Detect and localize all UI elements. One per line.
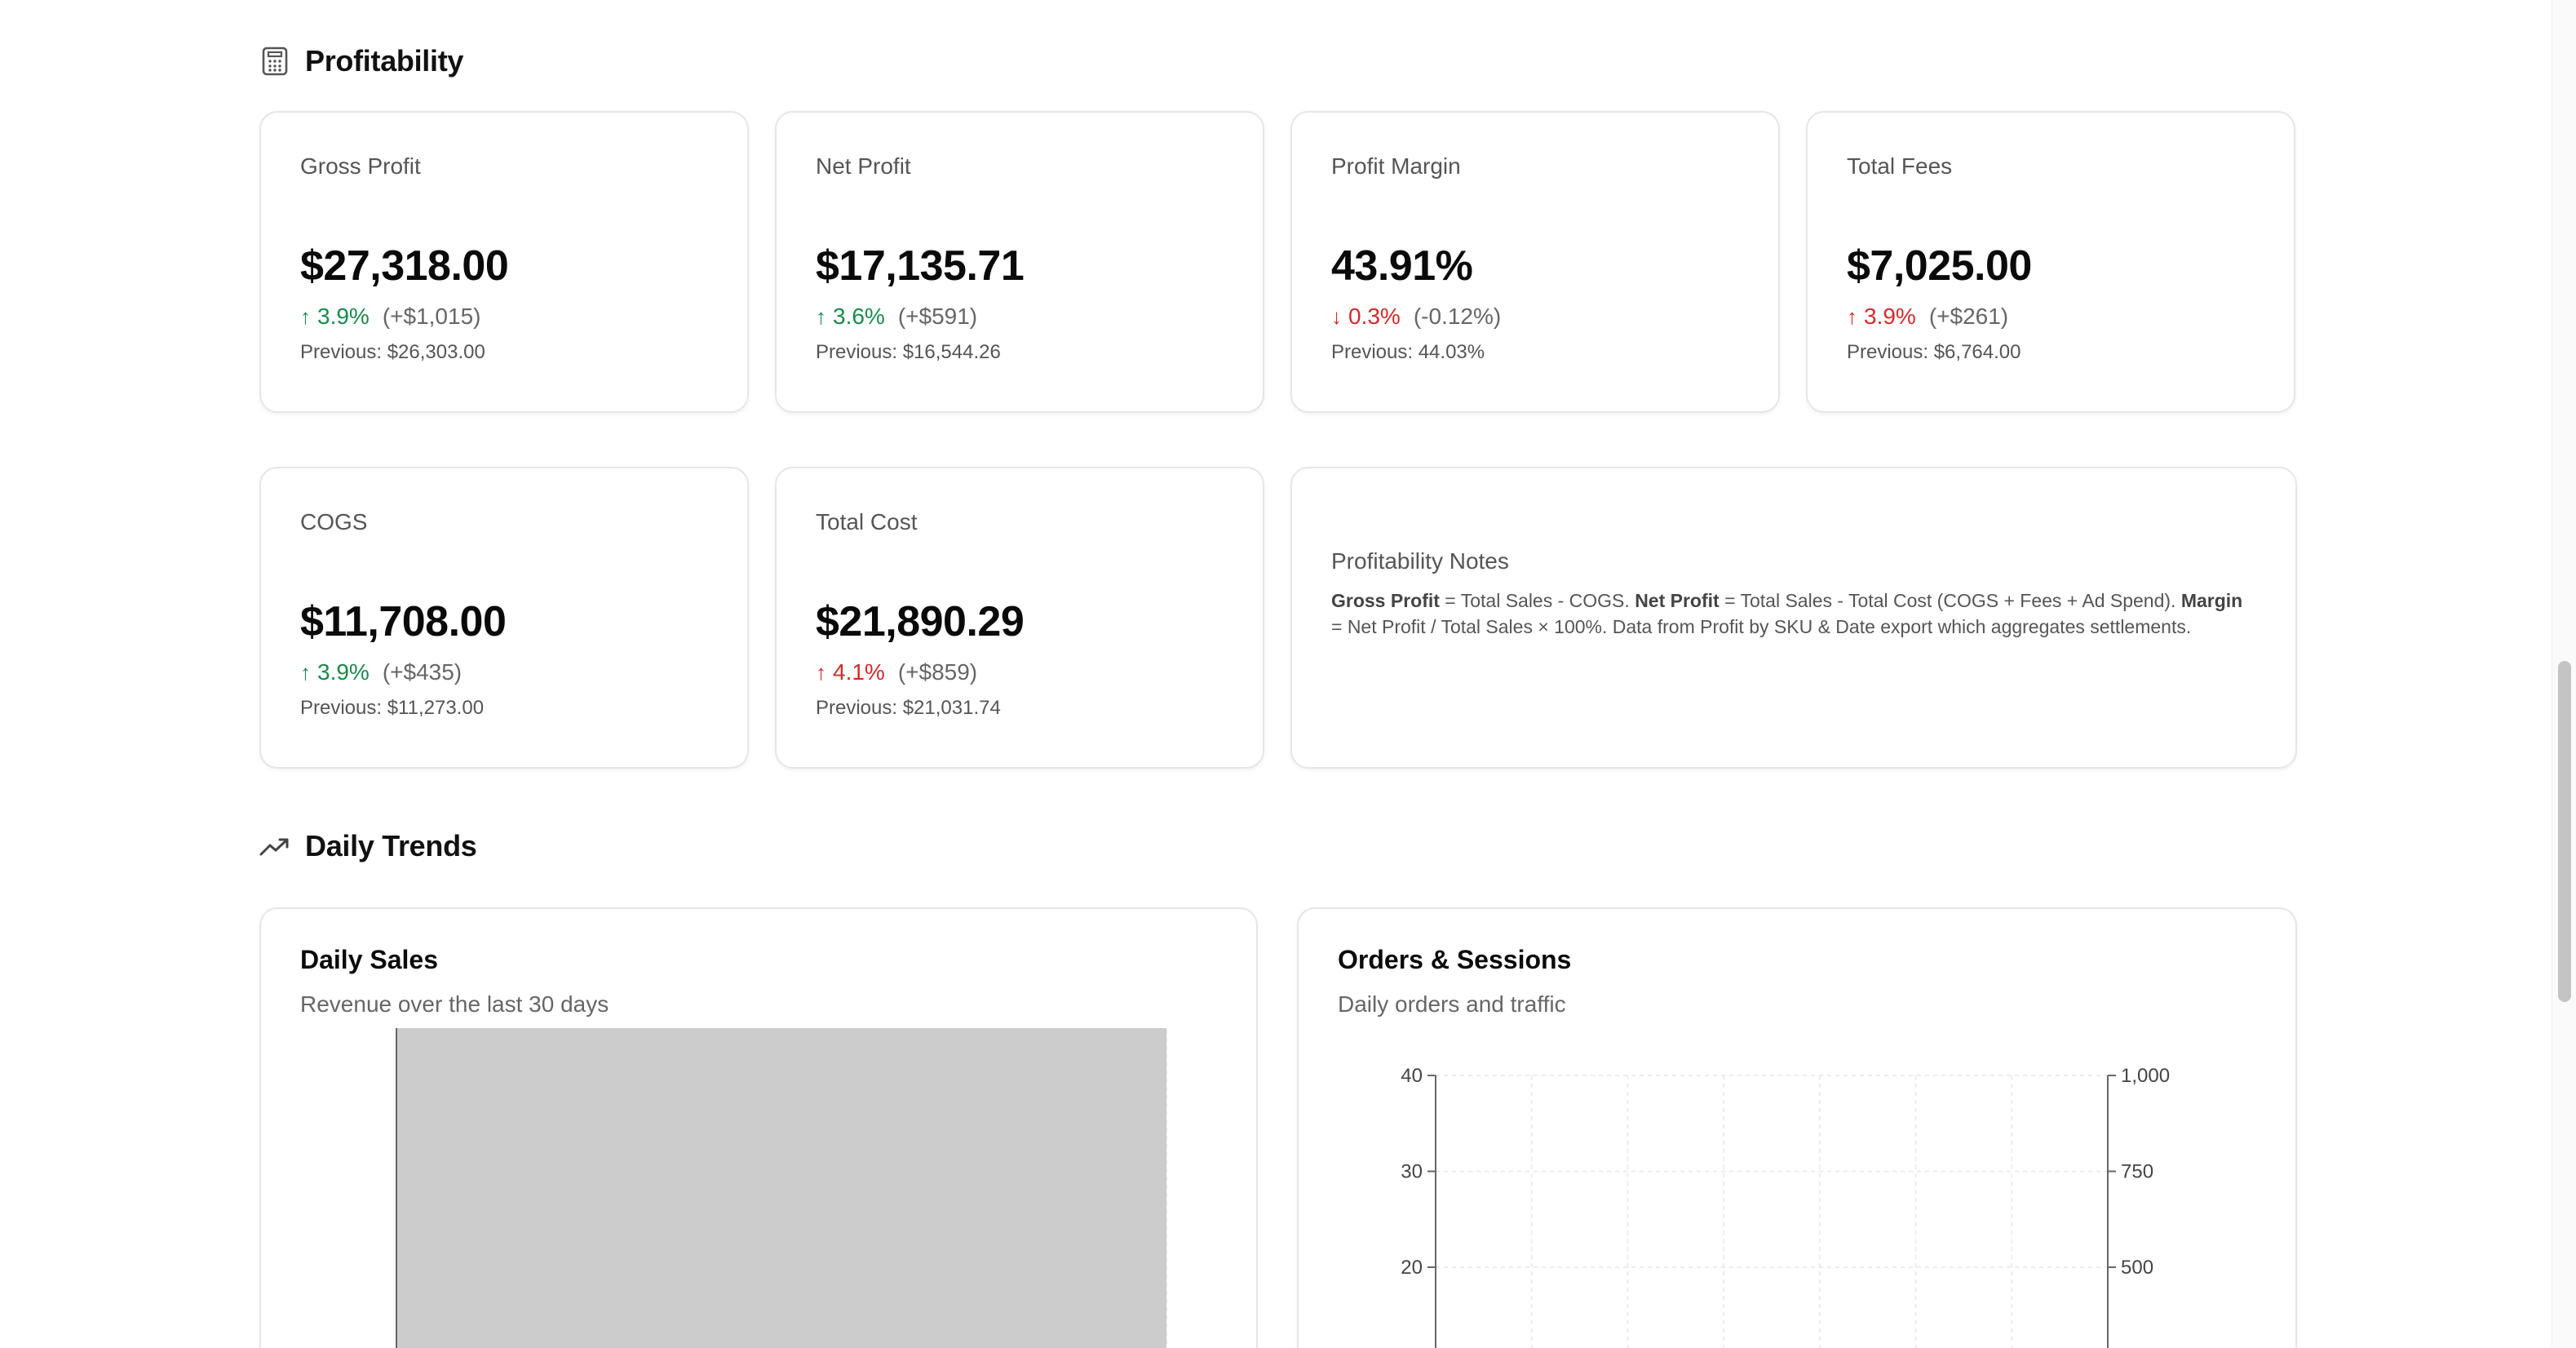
right-y-tick-label: 500 xyxy=(2121,1257,2153,1279)
metric-change: ↑ 4.1% (+$859) xyxy=(816,659,1224,685)
notes-title: Profitability Notes xyxy=(1331,548,1509,574)
left-y-tick-label: 40 xyxy=(1401,1065,1423,1087)
total-cost-card: Total Cost $21,890.29 ↑ 4.1% (+$859) Previous… xyxy=(775,467,1264,769)
notes-net-def: = Total Sales - Total Cost (COGS + Fees … xyxy=(1719,590,2181,611)
metric-value: $27,318.00 xyxy=(300,242,509,290)
arrow-up-icon: ↑ xyxy=(300,659,311,685)
profit-margin-card: Profit Margin 43.91% ↓ 0.3% (-0.12%) Previous… xyxy=(1290,111,1780,413)
profitability-title: Profitability xyxy=(305,44,464,78)
page-scrollbar-thumb[interactable] xyxy=(2558,661,2571,1002)
metric-label: Net Profit xyxy=(816,153,911,179)
metric-label: Gross Profit xyxy=(300,153,421,179)
daily-sales-title: Daily Sales xyxy=(300,945,438,974)
profitability-notes-card: Profitability Notes Gross Profit = Total… xyxy=(1290,467,2297,769)
orders-sessions-subtitle: Daily orders and traffic xyxy=(1338,991,1566,1017)
notes-gross-term: Gross Profit xyxy=(1331,590,1440,611)
metric-previous: Previous: $16,544.26 xyxy=(816,341,1001,363)
notes-net-term: Net Profit xyxy=(1635,590,1720,611)
metric-value: $21,890.29 xyxy=(816,598,1025,645)
metric-value: $11,708.00 xyxy=(300,598,507,645)
daily-trends-title: Daily Trends xyxy=(305,829,477,862)
metric-previous: Previous: $6,764.00 xyxy=(1847,341,2021,363)
net-profit-card: Net Profit $17,135.71 ↑ 3.6% (+$591) Previous… xyxy=(775,111,1264,413)
right-y-tick-label: 1,000 xyxy=(2121,1065,2170,1087)
profitability-header: Profitability xyxy=(259,44,463,78)
metric-change: ↓ 0.3% (-0.12%) xyxy=(1331,304,1739,330)
metric-previous: Previous: 44.03% xyxy=(1331,341,1485,363)
orders-sessions-chart: 40 30 20 1,000 750 500 xyxy=(1401,1065,2170,1348)
sales-area-series xyxy=(396,1028,1166,1348)
metric-change-percent: 3.9% xyxy=(317,659,370,685)
notes-margin-def: = Net Profit / Total Sales × 100%. Data … xyxy=(1331,616,2192,637)
metric-change: ↑ 3.9% (+$261) xyxy=(1847,304,2255,330)
daily-trends-header: Daily Trends xyxy=(259,829,477,863)
right-y-tick-label: 750 xyxy=(2121,1161,2153,1183)
metric-value: 43.91% xyxy=(1331,242,1473,290)
metric-change-delta: (+$1,015) xyxy=(382,304,481,329)
arrow-up-icon: ↑ xyxy=(1847,304,1857,329)
metric-value: $17,135.71 xyxy=(816,242,1025,290)
metric-change: ↑ 3.9% (+$1,015) xyxy=(300,304,708,330)
metric-label: Total Cost xyxy=(816,509,918,534)
notes-body: Gross Profit = Total Sales - COGS. Net P… xyxy=(1331,588,2256,640)
notes-gross-def: = Total Sales - COGS. xyxy=(1439,590,1635,611)
arrow-up-icon: ↑ xyxy=(816,304,826,329)
metric-change-percent: 3.9% xyxy=(1864,304,1916,329)
metric-change-delta: (+$859) xyxy=(897,659,978,685)
trending-up-icon xyxy=(259,831,290,862)
metric-previous: Previous: $21,031.74 xyxy=(816,697,1001,719)
metric-label: COGS xyxy=(300,509,368,534)
daily-sales-subtitle: Revenue over the last 30 days xyxy=(300,991,609,1017)
metric-change-percent: 3.9% xyxy=(317,304,370,329)
metric-label: Total Fees xyxy=(1847,153,1953,179)
left-y-tick-label: 30 xyxy=(1401,1161,1423,1183)
metric-previous: Previous: $26,303.00 xyxy=(300,341,485,363)
metric-change-delta: (-0.12%) xyxy=(1413,304,1502,329)
metric-change: ↑ 3.6% (+$591) xyxy=(816,304,1224,330)
metric-change-percent: 4.1% xyxy=(833,659,885,685)
daily-sales-chart: $1,800$1,350$900 xyxy=(396,1028,1167,1348)
metric-change-percent: 3.6% xyxy=(833,304,885,329)
orders-sessions-title: Orders & Sessions xyxy=(1338,945,1572,974)
metric-previous: Previous: $11,273.00 xyxy=(300,697,485,719)
metric-change: ↑ 3.9% (+$435) xyxy=(300,659,708,685)
arrow-up-icon: ↑ xyxy=(300,304,311,329)
metric-value: $7,025.00 xyxy=(1847,242,2032,290)
metric-change-delta: (+$435) xyxy=(382,659,463,685)
metric-change-delta: (+$591) xyxy=(897,304,978,329)
total-fees-card: Total Fees $7,025.00 ↑ 3.9% (+$261) Previous:… xyxy=(1806,111,2295,413)
gross-profit-card: Gross Profit $27,318.00 ↑ 3.9% (+$1,015) Prev… xyxy=(259,111,749,413)
metric-label: Profit Margin xyxy=(1331,153,1461,179)
metric-change-percent: 0.3% xyxy=(1348,304,1401,329)
notes-margin-term: Margin xyxy=(2180,590,2243,611)
calculator-icon xyxy=(259,46,290,77)
left-y-tick-label: 20 xyxy=(1401,1257,1423,1279)
metric-change-delta: (+$261) xyxy=(1928,304,2009,329)
arrow-up-icon: ↑ xyxy=(816,659,826,685)
arrow-down-icon: ↓ xyxy=(1331,304,1342,329)
orders-sessions-card: Orders & Sessions Daily orders and traff… xyxy=(1297,907,2297,1348)
cogs-card: COGS $11,708.00 ↑ 3.9% (+$435) Previous: $11,… xyxy=(259,467,749,769)
